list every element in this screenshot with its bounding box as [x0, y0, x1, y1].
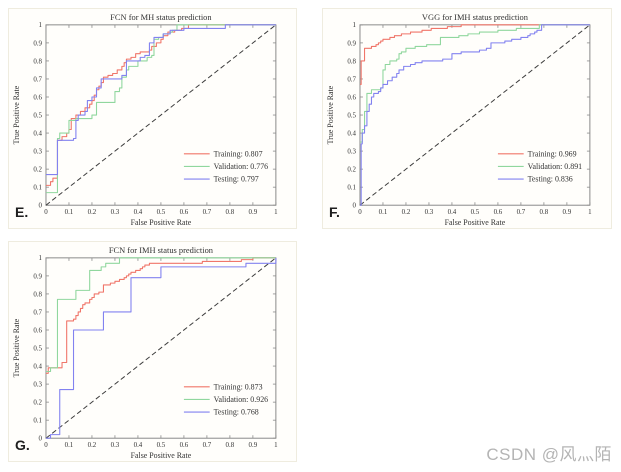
svg-text:0.4: 0.4 — [33, 363, 42, 370]
svg-text:0.1: 0.1 — [65, 209, 74, 216]
svg-text:0.5: 0.5 — [347, 112, 356, 119]
roc-chart-F: 0 0.1 0.2 0.3 0.4 0.5 0.6 0.7 0.8 0.9 1 0 0.1 0.2 0.3 0… — [326, 12, 592, 227]
svg-text:0.8: 0.8 — [33, 58, 42, 65]
svg-text:False Positive Rate: False Positive Rate — [131, 218, 192, 227]
svg-text:0.3: 0.3 — [111, 209, 120, 216]
svg-text:0.7: 0.7 — [347, 76, 356, 83]
svg-text:0.3: 0.3 — [33, 381, 42, 388]
svg-text:True Positive Rate: True Positive Rate — [326, 85, 335, 144]
roc-panel-F: 0 0.1 0.2 0.3 0.4 0.5 0.6 0.7 0.8 0.9 1 0 0.1 0.2 0.3 0… — [322, 8, 612, 229]
svg-text:0.2: 0.2 — [347, 167, 356, 174]
svg-text:False Positive Rate: False Positive Rate — [445, 218, 506, 227]
svg-text:0.5: 0.5 — [33, 112, 42, 119]
svg-text:0.6: 0.6 — [494, 209, 503, 216]
svg-text:0.1: 0.1 — [347, 185, 356, 192]
panel-label-F: F. — [329, 204, 340, 220]
svg-text:Validation: 0.776: Validation: 0.776 — [214, 162, 269, 171]
svg-text:0.6: 0.6 — [33, 94, 42, 101]
svg-text:0.2: 0.2 — [88, 209, 97, 216]
svg-text:0.5: 0.5 — [157, 442, 166, 449]
svg-text:0.5: 0.5 — [33, 345, 42, 352]
svg-text:0.3: 0.3 — [347, 148, 356, 155]
svg-text:True Positive Rate: True Positive Rate — [12, 318, 21, 377]
svg-text:0.9: 0.9 — [33, 40, 42, 47]
svg-text:0.6: 0.6 — [347, 94, 356, 101]
panel-label-E: E. — [15, 204, 29, 220]
svg-text:0.7: 0.7 — [203, 442, 212, 449]
svg-text:1: 1 — [588, 209, 592, 216]
svg-text:1: 1 — [39, 255, 43, 262]
svg-text:1: 1 — [274, 209, 278, 216]
svg-text:FCN for MH status prediction: FCN for MH status prediction — [110, 12, 212, 22]
svg-text:0.9: 0.9 — [249, 442, 258, 449]
svg-text:Validation: 0.891: Validation: 0.891 — [528, 162, 583, 171]
svg-text:0.2: 0.2 — [33, 400, 42, 407]
roc-chart-E: 0 0.1 0.2 0.3 0.4 0.5 0.6 0.7 0.8 0.9 1 0 0.1 0.2 0.3 0… — [12, 12, 278, 227]
svg-text:0.2: 0.2 — [402, 209, 411, 216]
watermark-text: CSDN @风灬陌 — [486, 445, 612, 464]
svg-text:0.6: 0.6 — [33, 327, 42, 334]
svg-text:0.4: 0.4 — [134, 442, 143, 449]
svg-text:0.7: 0.7 — [33, 309, 42, 316]
svg-text:FCN for IMH status prediction: FCN for IMH status prediction — [109, 245, 214, 255]
svg-text:0.1: 0.1 — [33, 185, 42, 192]
svg-text:0.9: 0.9 — [563, 209, 572, 216]
svg-text:Testing: 0.797: Testing: 0.797 — [214, 175, 259, 184]
svg-text:Validation: 0.926: Validation: 0.926 — [214, 395, 269, 404]
svg-text:0.8: 0.8 — [540, 209, 549, 216]
svg-text:Training: 0.807: Training: 0.807 — [214, 149, 263, 158]
svg-text:0.4: 0.4 — [448, 209, 457, 216]
svg-text:0.5: 0.5 — [157, 209, 166, 216]
svg-text:0.8: 0.8 — [347, 58, 356, 65]
svg-text:False Positive Rate: False Positive Rate — [131, 451, 192, 460]
svg-text:0.4: 0.4 — [33, 130, 42, 137]
svg-text:0.5: 0.5 — [471, 209, 480, 216]
roc-chart-G: 0 0.1 0.2 0.3 0.4 0.5 0.6 0.7 0.8 0.9 1 0 0.1 0.2 0.3 0… — [12, 245, 278, 460]
svg-text:Testing: 0.836: Testing: 0.836 — [528, 175, 573, 184]
svg-text:0.2: 0.2 — [88, 442, 97, 449]
svg-text:0.8: 0.8 — [226, 442, 235, 449]
svg-text:Training: 0.969: Training: 0.969 — [528, 149, 577, 158]
svg-text:0.9: 0.9 — [249, 209, 258, 216]
svg-text:0: 0 — [358, 209, 362, 216]
svg-text:0.1: 0.1 — [65, 442, 74, 449]
svg-text:0.3: 0.3 — [33, 148, 42, 155]
svg-text:0: 0 — [353, 203, 357, 210]
svg-text:0.1: 0.1 — [33, 418, 42, 425]
svg-text:True Positive Rate: True Positive Rate — [12, 85, 21, 144]
svg-text:0.8: 0.8 — [33, 291, 42, 298]
svg-text:0.7: 0.7 — [33, 76, 42, 83]
svg-text:0: 0 — [39, 203, 43, 210]
svg-text:0: 0 — [44, 442, 48, 449]
svg-text:0.9: 0.9 — [33, 273, 42, 280]
svg-text:0.1: 0.1 — [379, 209, 388, 216]
svg-text:1: 1 — [39, 22, 43, 29]
svg-text:0: 0 — [39, 436, 43, 443]
svg-text:0.7: 0.7 — [517, 209, 526, 216]
svg-text:0.9: 0.9 — [347, 40, 356, 47]
svg-text:0.4: 0.4 — [134, 209, 143, 216]
svg-text:0: 0 — [44, 209, 48, 216]
svg-text:0.6: 0.6 — [180, 442, 189, 449]
svg-text:Testing: 0.768: Testing: 0.768 — [214, 408, 259, 417]
svg-text:0.7: 0.7 — [203, 209, 212, 216]
svg-text:Training: 0.873: Training: 0.873 — [214, 382, 263, 391]
svg-text:0.2: 0.2 — [33, 167, 42, 174]
roc-panel-G: 0 0.1 0.2 0.3 0.4 0.5 0.6 0.7 0.8 0.9 1 0 0.1 0.2 0.3 0… — [8, 241, 297, 462]
svg-text:1: 1 — [274, 442, 278, 449]
svg-text:0.4: 0.4 — [347, 130, 356, 137]
roc-panel-E: 0 0.1 0.2 0.3 0.4 0.5 0.6 0.7 0.8 0.9 1 0 0.1 0.2 0.3 0… — [8, 8, 297, 229]
svg-text:0.3: 0.3 — [111, 442, 120, 449]
svg-text:0.6: 0.6 — [180, 209, 189, 216]
panel-label-G: G. — [15, 437, 30, 453]
svg-text:0.3: 0.3 — [425, 209, 434, 216]
svg-text:1: 1 — [353, 22, 357, 29]
svg-text:0.8: 0.8 — [226, 209, 235, 216]
svg-text:VGG for IMH status prediction: VGG for IMH status prediction — [422, 12, 529, 22]
